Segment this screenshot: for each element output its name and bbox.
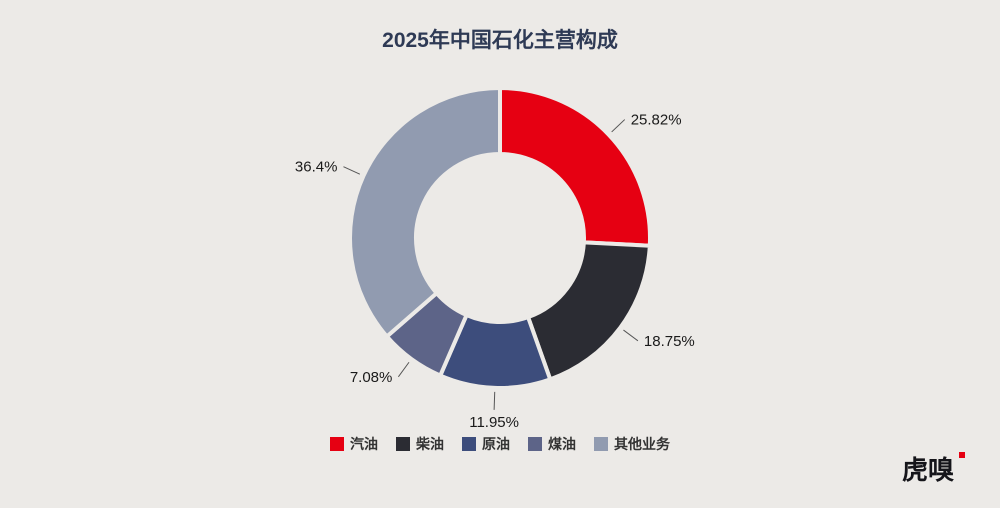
legend-swatch-kerosene bbox=[528, 437, 542, 451]
slice-label-原油: 11.95% bbox=[469, 414, 519, 431]
legend-label-gasoline: 汽油 bbox=[350, 436, 378, 452]
legend-label-diesel: 柴油 bbox=[416, 436, 444, 452]
legend-item-other-business: 其他业务 bbox=[594, 434, 670, 454]
leader-line-汽油 bbox=[611, 119, 626, 133]
slice-汽油 bbox=[498, 86, 652, 248]
legend-swatch-diesel bbox=[396, 437, 410, 451]
legend-label-kerosene: 煤油 bbox=[548, 436, 576, 452]
legend-item-gasoline: 汽油 bbox=[330, 434, 378, 454]
legend-label-other-business: 其他业务 bbox=[614, 436, 670, 452]
slice-label-柴油: 18.75% bbox=[644, 333, 695, 350]
legend-swatch-crude-oil bbox=[462, 437, 476, 451]
legend-swatch-other-business bbox=[594, 437, 608, 451]
chart-legend: 汽油 柴油 原油 煤油 其他业务 bbox=[0, 434, 1000, 454]
slice-柴油 bbox=[526, 240, 652, 382]
leader-line-原油 bbox=[493, 391, 496, 410]
huxiu-logo-text: 虎嗅 bbox=[901, 456, 954, 486]
legend-swatch-gasoline bbox=[330, 437, 344, 451]
slice-其他业务 bbox=[348, 86, 502, 339]
legend-item-kerosene: 煤油 bbox=[528, 434, 576, 454]
slice-label-煤油: 7.08% bbox=[350, 369, 393, 386]
huxiu-logo: 虎嗅 bbox=[901, 450, 965, 487]
legend-item-crude-oil: 原油 bbox=[462, 434, 510, 454]
leader-line-柴油 bbox=[623, 329, 639, 342]
slice-label-汽油: 25.82% bbox=[631, 112, 682, 129]
legend-label-crude-oil: 原油 bbox=[482, 436, 510, 452]
leader-line-其他业务 bbox=[343, 166, 361, 175]
slice-label-其他业务: 36.4% bbox=[295, 159, 338, 176]
chart-title: 2025年中国石化主营构成 bbox=[382, 29, 618, 52]
logo-red-square-icon bbox=[959, 452, 965, 458]
leader-line-煤油 bbox=[397, 361, 410, 378]
legend-item-diesel: 柴油 bbox=[396, 434, 444, 454]
